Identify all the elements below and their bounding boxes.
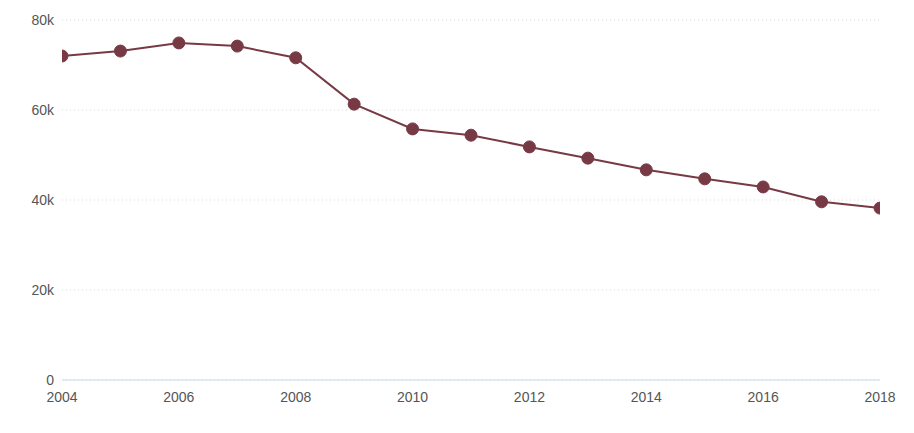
svg-text:80k: 80k [31, 12, 55, 28]
svg-text:2018: 2018 [864, 389, 895, 405]
svg-text:20k: 20k [31, 282, 55, 298]
svg-text:2012: 2012 [514, 389, 545, 405]
svg-text:2014: 2014 [631, 389, 662, 405]
svg-text:2004: 2004 [46, 389, 77, 405]
svg-text:0: 0 [46, 372, 54, 388]
svg-text:40k: 40k [31, 192, 55, 208]
svg-text:2010: 2010 [397, 389, 428, 405]
svg-text:2016: 2016 [748, 389, 779, 405]
svg-text:2006: 2006 [163, 389, 194, 405]
svg-text:60k: 60k [31, 102, 55, 118]
svg-text:2008: 2008 [280, 389, 311, 405]
